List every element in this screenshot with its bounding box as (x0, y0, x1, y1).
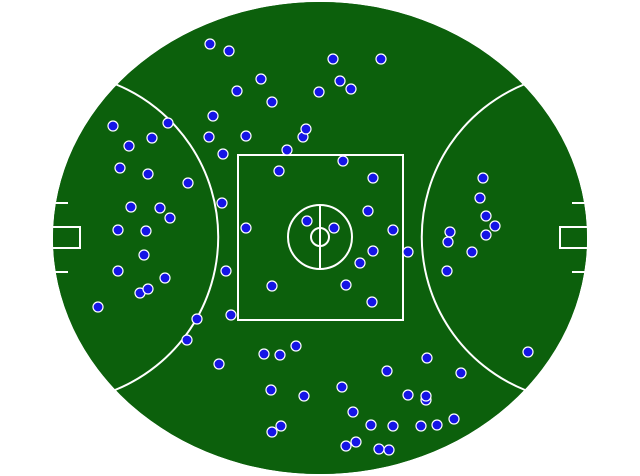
point (366, 296, 378, 308)
point (300, 123, 312, 135)
point (266, 280, 278, 292)
point (274, 349, 286, 361)
point (336, 381, 348, 393)
arc-left (114, 83, 220, 391)
point (138, 249, 150, 261)
point (123, 140, 135, 152)
point (125, 201, 137, 213)
point (337, 155, 349, 167)
arc-right (420, 83, 526, 391)
point (328, 222, 340, 234)
point (455, 367, 467, 379)
point (442, 236, 454, 248)
point (290, 340, 302, 352)
point (489, 220, 501, 232)
point (313, 86, 325, 98)
point (402, 246, 414, 258)
point (375, 53, 387, 65)
point (107, 120, 119, 132)
field-lines (53, 83, 587, 391)
point (203, 131, 215, 143)
point (402, 389, 414, 401)
point (466, 246, 478, 258)
point (266, 96, 278, 108)
point (345, 83, 357, 95)
point (381, 365, 393, 377)
point (112, 265, 124, 277)
point (367, 172, 379, 184)
point (112, 224, 124, 236)
point (207, 110, 219, 122)
point (182, 177, 194, 189)
point (142, 168, 154, 180)
point (281, 144, 293, 156)
point (213, 358, 225, 370)
point (273, 165, 285, 177)
point (223, 45, 235, 57)
point (204, 38, 216, 50)
point (431, 419, 443, 431)
point (350, 436, 362, 448)
point (387, 420, 399, 432)
point (159, 272, 171, 284)
point (114, 162, 126, 174)
point (301, 215, 313, 227)
point (448, 413, 460, 425)
point (362, 205, 374, 217)
point (354, 257, 366, 269)
point (181, 334, 193, 346)
point (340, 279, 352, 291)
point (142, 283, 154, 295)
point (258, 348, 270, 360)
point (266, 426, 278, 438)
point (340, 440, 352, 452)
point (231, 85, 243, 97)
point (444, 226, 456, 238)
point (220, 265, 232, 277)
point (240, 130, 252, 142)
goal-left (53, 202, 81, 273)
point (367, 245, 379, 257)
point (265, 384, 277, 396)
goal-right (559, 202, 587, 273)
centre-square (237, 154, 404, 321)
point (92, 301, 104, 313)
point (480, 210, 492, 222)
point (420, 390, 432, 402)
point (347, 406, 359, 418)
point (334, 75, 346, 87)
point (298, 390, 310, 402)
point (421, 352, 433, 364)
point (240, 222, 252, 234)
point (217, 148, 229, 160)
point (164, 212, 176, 224)
point (383, 444, 395, 456)
point (140, 225, 152, 237)
point (146, 132, 158, 144)
point (216, 197, 228, 209)
point (415, 420, 427, 432)
point (477, 172, 489, 184)
point (373, 443, 385, 455)
point (162, 117, 174, 129)
point (327, 53, 339, 65)
point (441, 265, 453, 277)
point (387, 224, 399, 236)
point (255, 73, 267, 85)
point (154, 202, 166, 214)
point (275, 420, 287, 432)
point (522, 346, 534, 358)
point (474, 192, 486, 204)
point (365, 419, 377, 431)
points (92, 38, 534, 456)
point (480, 229, 492, 241)
point (225, 309, 237, 321)
point (191, 313, 203, 325)
